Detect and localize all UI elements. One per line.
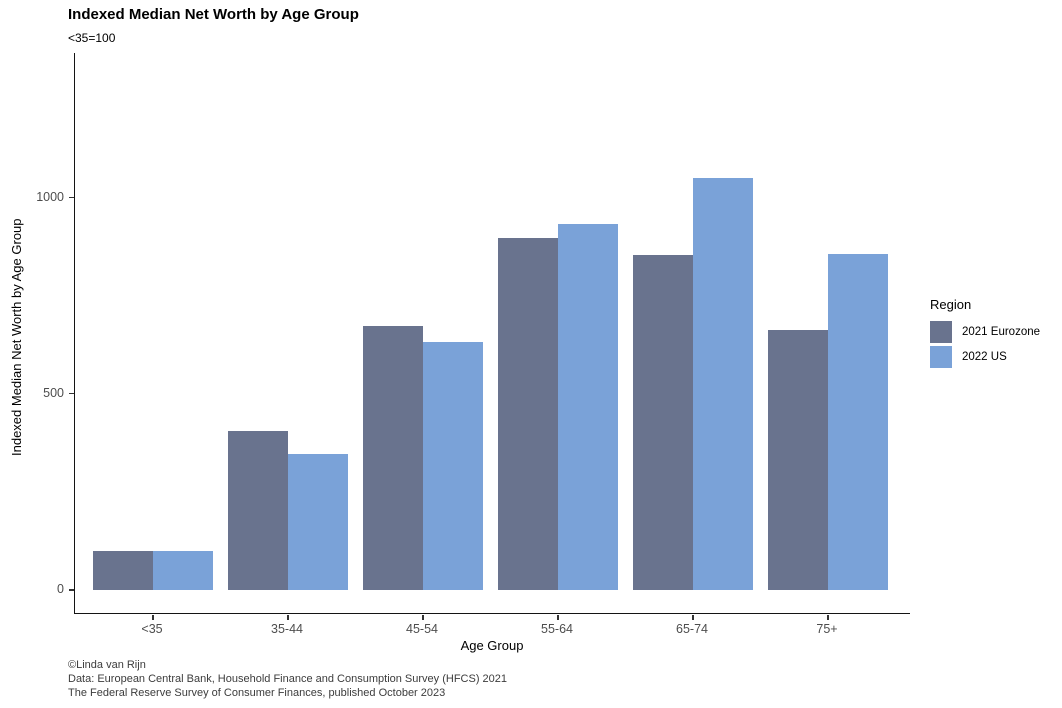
- legend-label-2022-us: 2022 US: [962, 351, 1007, 363]
- bar-2022-us-45-54: [423, 341, 483, 590]
- x-axis-tick: [152, 615, 154, 620]
- legend-swatch-2022-us: [930, 346, 952, 368]
- legend-title: Region: [930, 297, 972, 312]
- bar-2022-us-65-74: [693, 177, 753, 590]
- plot-panel: [74, 53, 910, 614]
- legend-label-2021-eurozone: 2021 Eurozone: [962, 326, 1041, 338]
- x-axis-tick: [827, 615, 829, 620]
- y-tick-label: 1000: [36, 189, 64, 204]
- chart-title: Indexed Median Net Worth by Age Group: [68, 6, 359, 23]
- x-axis-title: Age Group: [460, 638, 524, 653]
- bar-2021-eurozone-45-54: [363, 325, 423, 590]
- bar-2022-us-35-44: [288, 453, 348, 590]
- y-tick-label: 0: [57, 582, 64, 596]
- x-tick-label: 35-44: [271, 622, 303, 636]
- x-axis-tick: [557, 615, 559, 620]
- bar-2021-eurozone-65-74: [633, 255, 693, 590]
- caption-source-hfcs: Data: European Central Bank, Household F…: [68, 673, 508, 686]
- y-tick-label: 500: [43, 385, 64, 400]
- chart-subtitle: <35=100: [68, 31, 116, 45]
- bar-2022-us-lt35: [153, 550, 213, 590]
- caption-author: ©Linda van Rijn: [68, 659, 146, 671]
- bar-2022-us-75+: [828, 253, 888, 590]
- legend-item-2022-us: 2022 US: [930, 346, 1040, 368]
- y-axis-tick: [69, 196, 74, 199]
- caption-source-scf: The Federal Reserve Survey of Consumer F…: [68, 687, 446, 700]
- legend-item-2021-eurozone: 2021 Eurozone: [930, 321, 1040, 343]
- x-tick-label: 75+: [816, 622, 838, 636]
- x-axis-tick: [287, 615, 289, 620]
- legend-swatch-2021-eurozone: [930, 321, 952, 343]
- bar-2022-us-55-64: [558, 223, 618, 590]
- legend: Region 2021 Eurozone 2022 US: [930, 297, 1040, 371]
- y-axis-tick: [69, 392, 74, 395]
- x-tick-label: 65-74: [676, 622, 708, 636]
- x-axis-tick: [692, 615, 694, 620]
- bar-2021-eurozone-35-44: [228, 431, 288, 590]
- bar-2021-eurozone-lt35: [93, 550, 153, 590]
- bar-2021-eurozone-75+: [768, 330, 828, 590]
- caption: ©Linda van Rijn Data: European Central B…: [68, 658, 507, 700]
- y-axis-tick: [69, 589, 74, 591]
- x-tick-label: 55-64: [541, 622, 573, 636]
- x-axis-tick: [422, 615, 424, 620]
- bar-2021-eurozone-55-64: [498, 237, 558, 590]
- y-axis-title: Indexed Median Net Worth by Age Group: [9, 218, 24, 456]
- x-tick-label: 45-54: [406, 622, 438, 636]
- x-tick-label: <35: [141, 622, 163, 636]
